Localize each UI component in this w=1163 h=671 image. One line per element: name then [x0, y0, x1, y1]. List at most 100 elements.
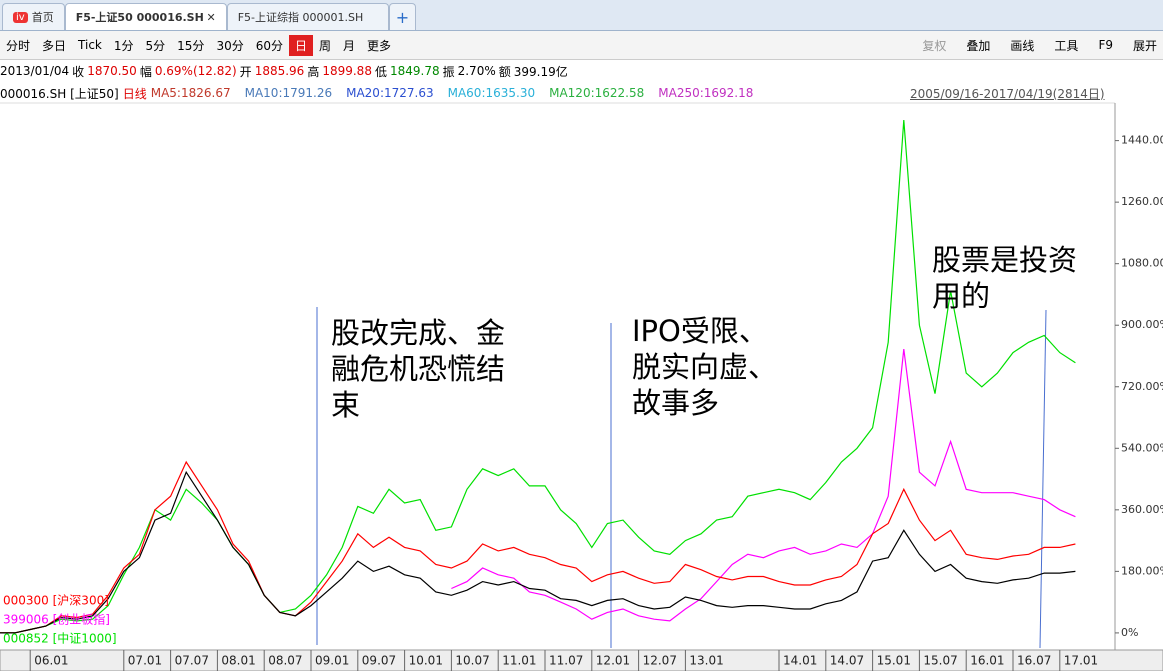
period-button[interactable]: 多日 [42, 38, 67, 53]
y-tick-label: 180.00% [1121, 564, 1163, 577]
y-tick-label: 540.00% [1121, 441, 1163, 454]
label: 额 [498, 64, 511, 79]
x-tick-label: 08.07 [268, 654, 302, 668]
series-line [451, 349, 1076, 622]
tool-button[interactable]: 工具 [1054, 38, 1079, 53]
x-tick-label: 16.01 [970, 654, 1004, 668]
y-tick-label: 720.00% [1121, 380, 1163, 393]
period-button[interactable]: Tick [78, 38, 102, 52]
period-button[interactable]: 1分 [113, 38, 134, 53]
indicator-row: 000016.SH [上证50] 日线 MA5:1826.67 MA10:179… [0, 83, 1163, 103]
legend-entry: 000300 [沪深300] [3, 594, 109, 608]
period-button[interactable]: 30分 [216, 38, 244, 53]
period-button[interactable]: 日 [289, 34, 314, 56]
tab-bar: iv 首页 F5-上证50 000016.SH ✕ F5-上证综指 000001.S… [0, 0, 1163, 31]
annotation: 故事多 [632, 386, 719, 420]
value: 399.19亿 [513, 64, 568, 79]
quote-row: 2013/01/04 收 1870.50 幅 0.69%(12.82) 开 1885.… [0, 60, 1163, 82]
x-tick-label: 13.01 [689, 654, 723, 668]
x-tick-label: 17.01 [1064, 654, 1098, 668]
date: 2013/01/04 [0, 64, 70, 78]
y-tick-label: 1080.00% [1121, 257, 1163, 270]
annotation: IPO受限、 [632, 314, 768, 348]
series-line [0, 460, 1076, 634]
label: 幅 [139, 64, 152, 79]
x-tick-label: 10.07 [455, 654, 489, 668]
tab[interactable]: iv 首页 [2, 3, 65, 30]
date-range[interactable]: 2005/09/16-2017/04/19(2814日) [910, 86, 1105, 101]
symbol: 000016.SH [上证50] [0, 86, 119, 101]
x-tick-label: 15.01 [877, 654, 911, 668]
label: 高 [307, 64, 320, 79]
value: 1870.50 [87, 64, 137, 78]
marker-line [1039, 309, 1047, 649]
series-line [0, 470, 1076, 634]
toolbar: 分时 多日 Tick 1分 5分 15分 30分 60分日周月更多 复权 叠加 画线 工具 F9 展开 [0, 31, 1163, 60]
period-button[interactable]: 更多 [367, 38, 392, 53]
tool-button[interactable]: 画线 [1010, 38, 1035, 53]
x-tick-label: 10.01 [409, 654, 443, 668]
label: 振 [442, 64, 455, 79]
x-axis-band [0, 649, 1163, 671]
x-tick-label: 06.01 [34, 654, 68, 668]
new-tab[interactable]: + [388, 3, 417, 30]
period-button[interactable]: 月 [343, 38, 356, 53]
y-tick-label: 900.00% [1121, 318, 1163, 331]
tab[interactable]: F5-上证综指 000001.SH [226, 3, 389, 30]
period-button[interactable]: 60分 [255, 38, 283, 53]
series-line [0, 120, 1076, 634]
ma: MA250:1692.18 [658, 86, 754, 100]
annotation: 融危机恐慌结 [331, 352, 505, 386]
x-tick-label: 07.01 [128, 654, 162, 668]
annotation: 用的 [932, 279, 990, 313]
spacer [896, 43, 908, 47]
x-tick-label: 16.07 [1017, 654, 1051, 668]
ma: MA120:1622.58 [549, 86, 645, 100]
tab-label[interactable]: F5-上证综指 000001.SH [237, 11, 364, 24]
y-tick-label: 1440.00% [1121, 134, 1163, 147]
x-tick-label: 15.07 [923, 654, 957, 668]
tool-button[interactable]: 展开 [1132, 38, 1157, 53]
period: 日线 [122, 86, 147, 101]
tab-label[interactable]: 首页 [31, 11, 54, 24]
value: 0.69%(12.82) [154, 64, 237, 78]
period-button[interactable]: 5分 [145, 38, 166, 53]
y-tick-label: 1260.00% [1121, 195, 1163, 208]
tool-button[interactable]: 复权 [922, 38, 947, 53]
period-button[interactable]: 周 [319, 38, 332, 53]
tool-button[interactable]: 叠加 [966, 38, 991, 53]
x-tick-label: 09.01 [315, 654, 349, 668]
label: 收 [72, 64, 85, 79]
x-tick-label: 12.01 [596, 654, 630, 668]
value: 2.70% [457, 64, 496, 78]
tool-button[interactable]: F9 [1098, 38, 1113, 52]
ma: MA5:1826.67 [150, 86, 231, 100]
annotation: 束 [331, 388, 360, 422]
ma: MA20:1727.63 [346, 86, 434, 100]
x-tick-label: 14.01 [783, 654, 817, 668]
x-tick-label: 14.07 [830, 654, 864, 668]
x-tick-label: 11.01 [502, 654, 536, 668]
x-tick-label: 09.07 [362, 654, 396, 668]
period-button[interactable]: 分时 [6, 38, 31, 53]
value: 1899.88 [322, 64, 372, 78]
x-tick-label: 11.07 [549, 654, 583, 668]
ma: MA60:1635.30 [447, 86, 536, 100]
legend-entry: 000852 [中证1000] [3, 631, 117, 646]
value: 1849.78 [389, 64, 440, 78]
label: 低 [374, 64, 387, 79]
annotation: 股改完成、金 [331, 316, 505, 350]
label: 开 [239, 64, 252, 79]
x-tick-label: 08.01 [221, 654, 255, 668]
ma: MA10:1791.26 [244, 86, 333, 100]
x-tick-label: 07.07 [175, 654, 209, 668]
y-tick-label: 360.00% [1121, 503, 1163, 516]
annotation: 股票是投资 [932, 243, 1077, 277]
y-tick-label: 0% [1121, 626, 1138, 639]
x-tick-label: 12.07 [643, 654, 677, 668]
annotation: 脱实向虚、 [632, 350, 777, 384]
period-button[interactable]: 15分 [177, 38, 205, 53]
tab[interactable]: F5-上证50 000016.SH ✕ [64, 3, 227, 30]
tab-label[interactable]: F5-上证50 000016.SH [75, 11, 204, 24]
